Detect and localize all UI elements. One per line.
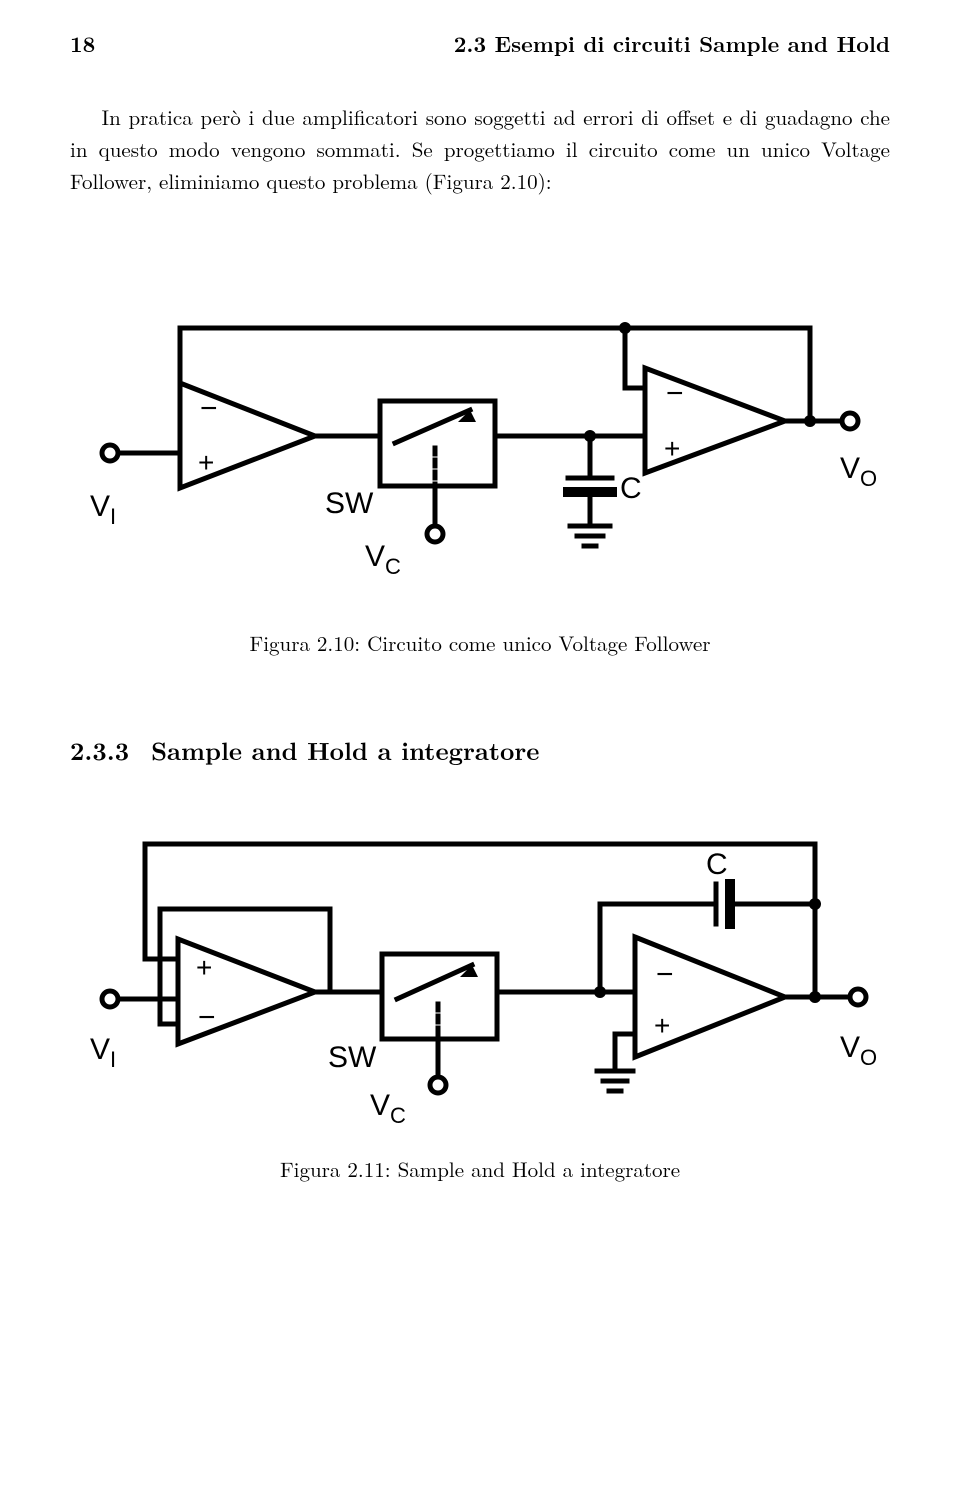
figure-2-11: + − − +: [70, 809, 890, 1184]
body-paragraph: In pratica però i due amplificatori sono…: [70, 102, 890, 198]
running-head: 2.3 Esempi di circuiti Sample and Hold: [454, 28, 890, 60]
svg-text:+: +: [196, 952, 212, 983]
section-title: Sample and Hold a integratore: [151, 733, 539, 768]
label-vi: VI: [90, 490, 116, 529]
section-heading-2-3-3: 2.3.3 Sample and Hold a integratore: [70, 733, 890, 769]
svg-text:−: −: [666, 377, 684, 410]
page-header: 18 2.3 Esempi di circuiti Sample and Hol…: [70, 0, 890, 102]
svg-text:−: −: [200, 392, 218, 425]
label-vi-2: VI: [90, 1033, 116, 1072]
figure-2-10: − +: [70, 288, 890, 658]
label-c: C: [620, 472, 642, 505]
svg-text:+: +: [654, 1010, 670, 1041]
label-vo: VO: [840, 452, 877, 491]
label-sw-2: SW: [328, 1041, 377, 1074]
circuit-voltage-follower-diagram: − +: [70, 288, 890, 588]
figure-2-10-caption: Figura 2.10: Circuito come unico Voltage…: [70, 628, 890, 658]
svg-text:+: +: [198, 447, 214, 478]
svg-text:+: +: [664, 433, 680, 464]
page-number: 18: [70, 28, 95, 60]
label-vc-2: VC: [370, 1089, 406, 1128]
section-number: 2.3.3: [70, 733, 129, 768]
svg-text:−: −: [656, 958, 674, 991]
label-vo-2: VO: [840, 1031, 877, 1070]
svg-text:−: −: [198, 1001, 216, 1034]
label-vc: VC: [365, 540, 401, 579]
figure-2-11-caption: Figura 2.11: Sample and Hold a integrato…: [70, 1154, 890, 1184]
label-c-2: C: [706, 848, 728, 881]
circuit-integrator-diagram: + − − +: [70, 809, 890, 1129]
label-sw: SW: [325, 487, 374, 520]
